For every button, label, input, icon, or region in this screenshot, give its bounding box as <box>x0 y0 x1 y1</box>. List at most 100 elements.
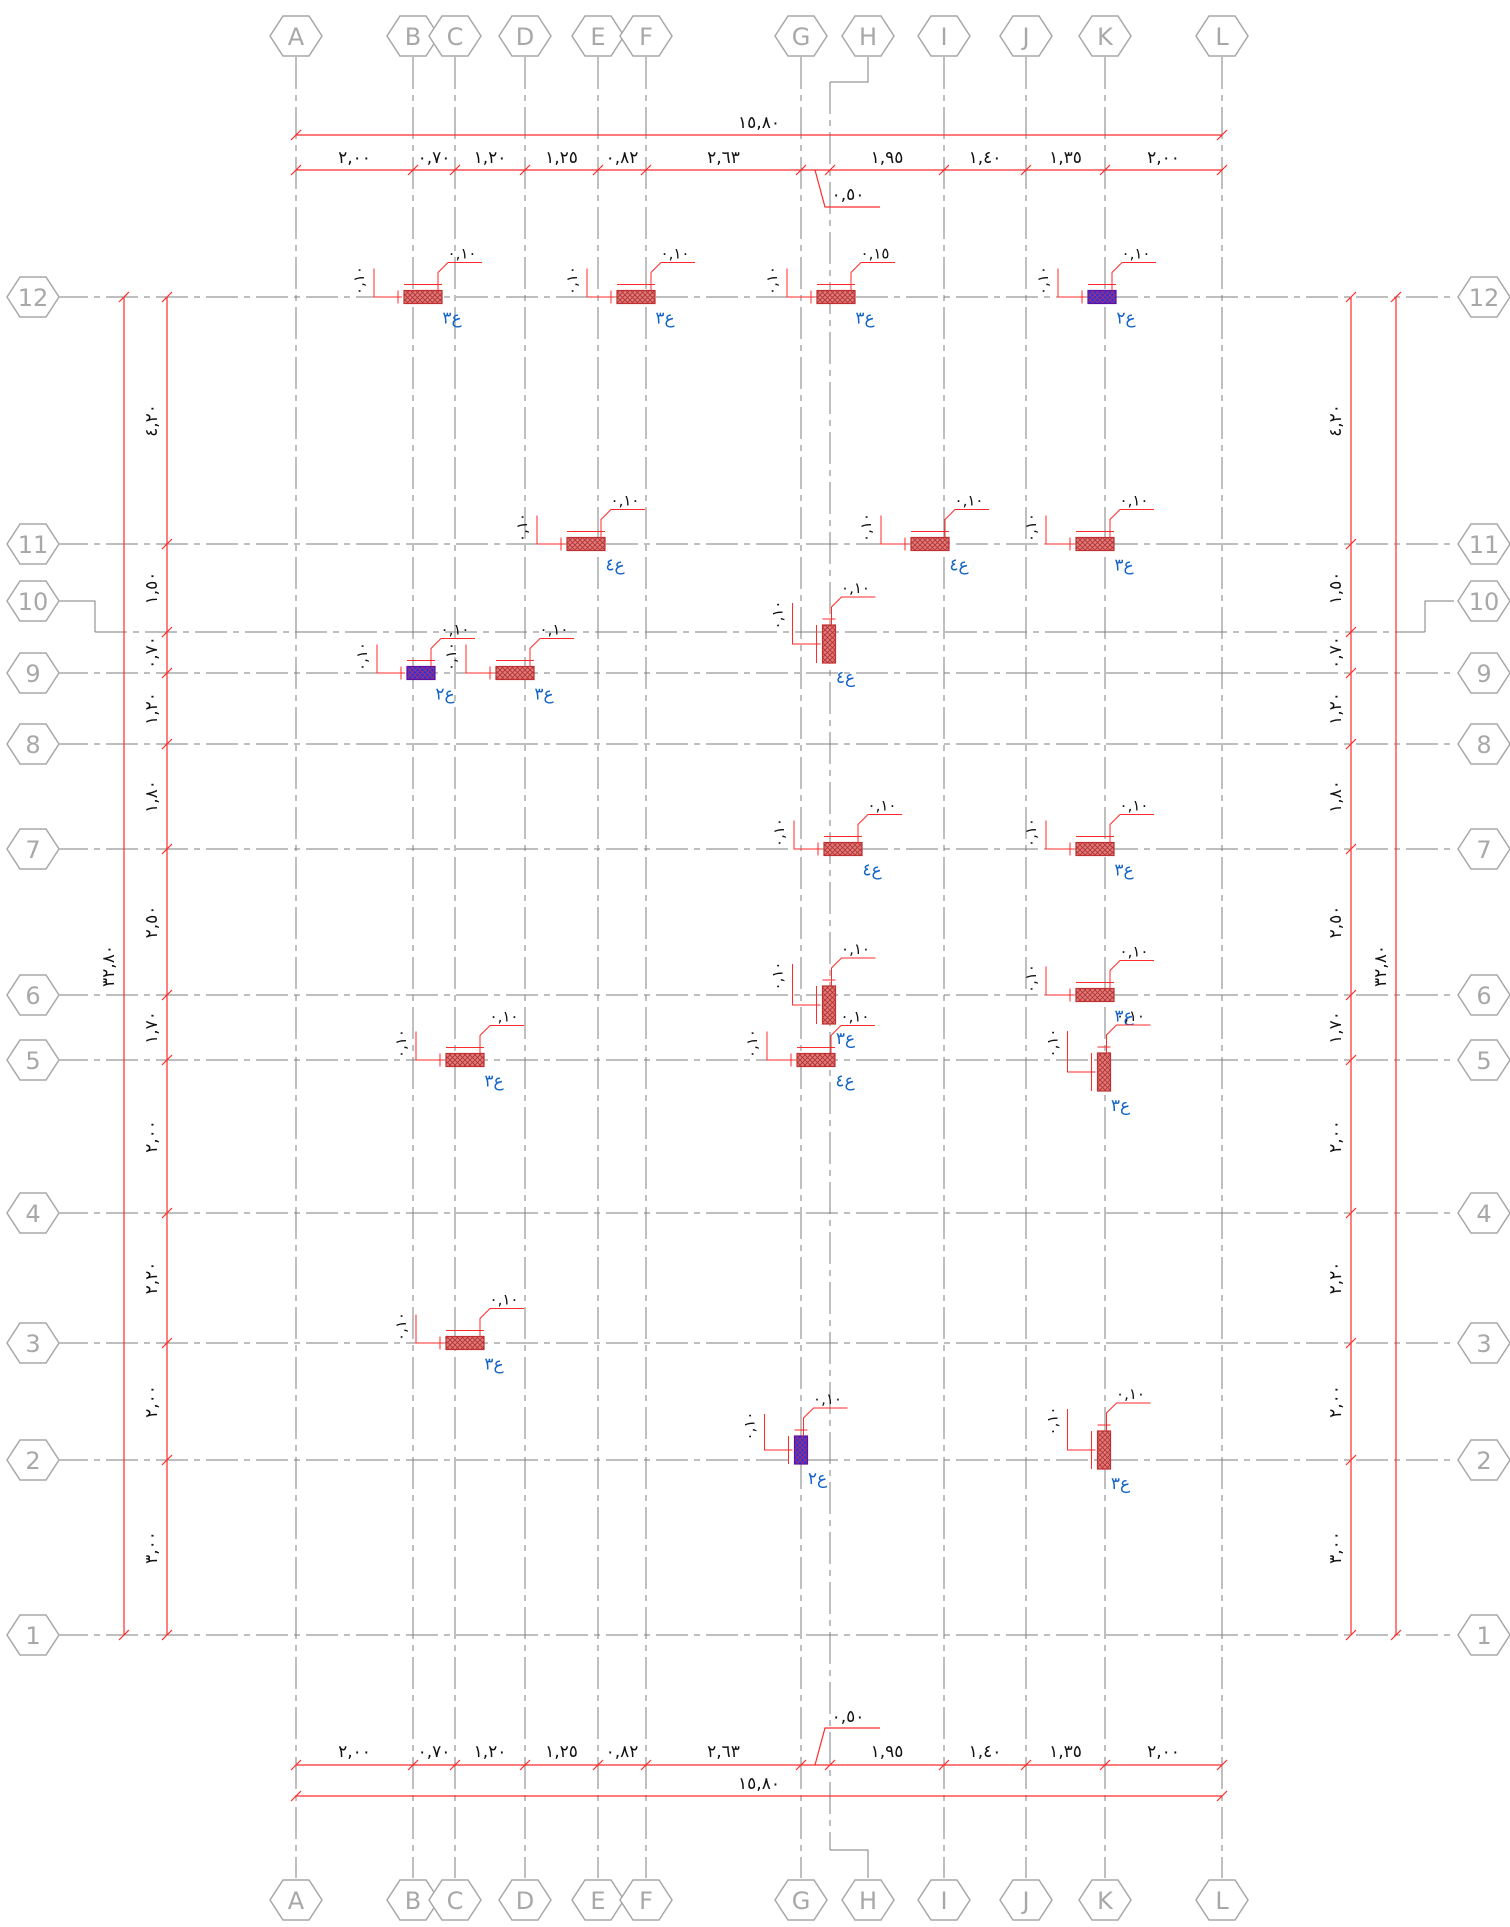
bubble-left-4-outline <box>6 1192 60 1234</box>
bubble-left-7-label: 7 <box>25 836 40 864</box>
grid-lines <box>56 57 1454 1878</box>
column-tag: ع٣ <box>1111 1474 1130 1494</box>
column-top-offset: ٠,١٠ <box>841 940 870 958</box>
dimension-lines: ١٥,٨٠ ٢,٠٠ ٠,٧٠ ١,٢٠ ١,٢٥ ٠,٨٢ ٢,٦٣ ١,٩٥ ١,٤٠ ١,٣… <box>99 113 1402 1802</box>
column-side-offset: ٠,١٠ <box>350 266 368 295</box>
bubble-bottom-k: K <box>1078 1879 1132 1921</box>
dim-offset-top-text: ٠,٥٠ <box>832 185 865 205</box>
column-body <box>793 1435 809 1465</box>
bubble-bottom-l: L <box>1195 1879 1249 1921</box>
column-body <box>1075 536 1115 552</box>
bubble-left-10-label: 10 <box>18 588 49 616</box>
bubble-top-l-outline <box>1195 15 1249 57</box>
bubble-bottom-a: A <box>269 1879 323 1921</box>
column-body <box>445 1052 485 1068</box>
dim-tick <box>1345 1337 1357 1349</box>
bubble-right-11-outline <box>1457 523 1510 565</box>
dim-tick <box>161 538 173 550</box>
dim-tick <box>592 164 604 176</box>
column-c7: ٠,١٠ ٠,١٠ ع٣ <box>1022 492 1154 576</box>
dim-tick <box>1345 1629 1357 1641</box>
bubble-left-10-outline <box>6 580 60 622</box>
column-side-leader <box>764 1414 793 1451</box>
dim-tick <box>640 1759 652 1771</box>
bubble-right-11: 11 <box>1457 523 1510 565</box>
column-top-offset: ٠,١٠ <box>540 621 569 639</box>
bubble-right-2-label: 2 <box>1476 1447 1491 1475</box>
dim-vspan-left-4: ١,٨٠ <box>142 780 162 813</box>
bubble-left-2-outline <box>6 1439 60 1481</box>
bubble-right-9-label: 9 <box>1476 660 1491 688</box>
bubble-top-d: D <box>498 15 552 57</box>
dim-span-bottom-5: ٢,٦٣ <box>707 1742 740 1762</box>
dim-tick <box>824 164 836 176</box>
column-c16: ٠,١٠ ٠,١٠ ع٤ <box>743 1008 875 1092</box>
bubble-bottom-h-outline <box>841 1879 895 1921</box>
dim-tick <box>1345 667 1357 679</box>
bubble-bottom-d: D <box>498 1879 552 1921</box>
bubble-right-2: 2 <box>1457 1439 1510 1481</box>
dim-tick <box>161 667 173 679</box>
column-side-leader <box>766 1031 795 1061</box>
column-tag: ع٣ <box>534 685 553 705</box>
bubble-left-3-label: 3 <box>25 1330 40 1358</box>
bubble-top-j-label: J <box>1020 23 1029 51</box>
bubble-top-b: B <box>386 15 440 57</box>
bubble-bottom-k-label: K <box>1097 1887 1114 1915</box>
column-tag: ع٣ <box>1114 1007 1133 1027</box>
column-side-leader <box>1067 1031 1096 1073</box>
column-top-offset: ٠,١٠ <box>1120 797 1149 815</box>
dim-total-top-text: ١٥,٨٠ <box>738 113 780 133</box>
dim-offset-bottom-leader <box>814 1727 880 1766</box>
dim-tick <box>519 1759 531 1771</box>
dim-span-bottom-0: ٢,٠٠ <box>338 1742 371 1762</box>
column-top-leader <box>857 814 902 843</box>
bubble-right-3-outline <box>1457 1322 1510 1364</box>
column-side-offset: ٠,١٠ <box>769 962 787 991</box>
dim-span-bottom-6: ١,٩٥ <box>871 1742 904 1762</box>
bubble-bottom-b: B <box>386 1879 440 1921</box>
dim-vspan-right-8: ٢,٢٠ <box>1326 1262 1346 1295</box>
dim-vspan-left-1: ١,٥٠ <box>142 572 162 605</box>
bubble-top-i: I <box>917 15 971 57</box>
bubble-top-d-outline <box>498 15 552 57</box>
dim-vspan-right-5: ٢,٥٠ <box>1326 906 1346 939</box>
dim-tick <box>1020 1759 1032 1771</box>
bubble-left-1: 1 <box>6 1614 60 1656</box>
bubble-top-l: L <box>1195 15 1249 57</box>
bubble-left-9: 9 <box>6 652 60 694</box>
dim-tick <box>1099 164 1111 176</box>
dim-tick <box>938 1759 950 1771</box>
dim-tick <box>161 1337 173 1349</box>
column-c5: ٠,١٠ ٠,١٠ ع٤ <box>513 492 645 576</box>
column-top-leader <box>1111 262 1156 291</box>
bubble-right-2-outline <box>1457 1439 1510 1481</box>
column-top-leader <box>1106 1402 1151 1431</box>
dim-span-top-6: ١,٩٥ <box>871 148 904 168</box>
column-top-leader <box>430 638 475 667</box>
bubble-right-5-label: 5 <box>1476 1047 1491 1075</box>
column-c10: ٠,١٠ ٠,١٠ ع٣ <box>442 621 574 705</box>
column-top-leader <box>479 1308 524 1337</box>
bubble-top-i-label: I <box>940 23 947 51</box>
bubble-bottom-l-label: L <box>1215 1887 1229 1915</box>
dim-tick <box>1216 1759 1228 1771</box>
bubble-right-8-label: 8 <box>1476 731 1491 759</box>
grid-line-10-left-connector <box>56 600 96 632</box>
column-body <box>1096 1430 1112 1470</box>
column-body <box>1075 987 1115 1003</box>
bubble-top-g-label: G <box>792 23 811 51</box>
bubble-top-a-label: A <box>288 23 305 51</box>
bubble-right-7-label: 7 <box>1476 836 1491 864</box>
column-body <box>1096 1052 1112 1092</box>
dim-vspan-left-5: ٢,٥٠ <box>142 906 162 939</box>
bubble-top-g: G <box>774 15 828 57</box>
column-side-offset: ٠,١٠ <box>442 642 460 671</box>
bubble-bottom-d-outline <box>498 1879 552 1921</box>
dim-vspan-right-9: ٢,٠٠ <box>1326 1385 1346 1418</box>
bubble-top-b-label: B <box>405 23 421 51</box>
dim-tick <box>449 164 461 176</box>
dim-tick <box>938 164 950 176</box>
bubble-left-8: 8 <box>6 723 60 765</box>
